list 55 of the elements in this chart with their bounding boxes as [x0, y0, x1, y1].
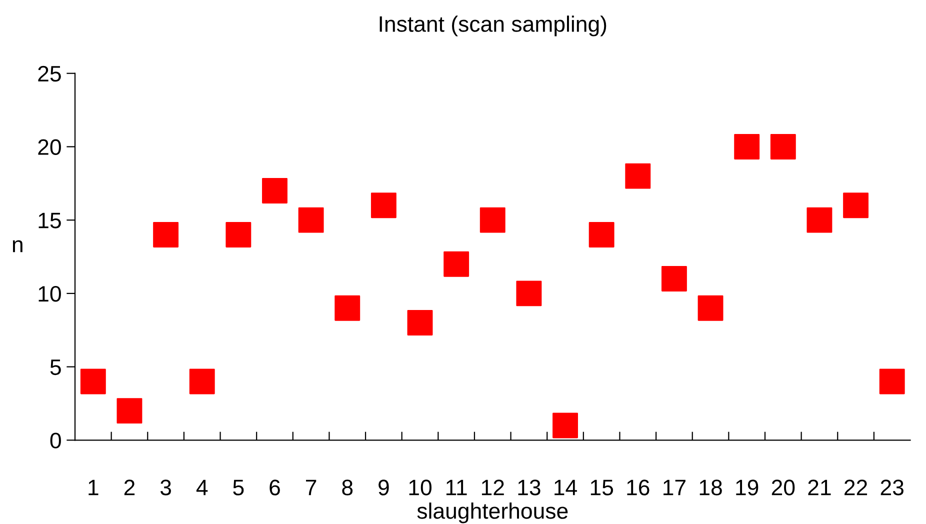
- x-tick-label: 10: [409, 480, 432, 496]
- point: [806, 207, 832, 233]
- x-tick-label: 4: [196, 480, 208, 496]
- point: [516, 280, 542, 306]
- x-tick-label: 22: [844, 480, 868, 496]
- point: [879, 368, 905, 394]
- x-tick-label: 13: [518, 480, 540, 496]
- x-tick-label: 16: [627, 480, 650, 496]
- x-tick-label: 1: [88, 480, 98, 496]
- point: [370, 192, 396, 218]
- x-tick-label: 7: [306, 480, 316, 496]
- x-tick-label: 15: [590, 480, 614, 496]
- y-tick-label: 25: [38, 66, 61, 82]
- x-tick-label: 20: [772, 480, 795, 496]
- point: [407, 310, 433, 336]
- x-tick-label: 9: [378, 480, 389, 496]
- point: [226, 222, 252, 248]
- x-tick-label: 21: [808, 480, 831, 496]
- y-tick-label: 20: [38, 139, 61, 155]
- x-tick-label: 5: [233, 480, 244, 496]
- x-tick-label: 2: [124, 480, 135, 496]
- point: [661, 266, 687, 292]
- y-tick-label: 10: [38, 286, 61, 302]
- x-tick-label: 12: [482, 480, 504, 496]
- x-tick-label: 8: [342, 480, 353, 496]
- y-tick-label: 5: [50, 360, 61, 376]
- point: [262, 178, 288, 204]
- y-tick-label: 0: [50, 432, 61, 448]
- point: [189, 368, 215, 394]
- point: [770, 134, 796, 160]
- x-tick-label: 17: [664, 480, 686, 496]
- point: [480, 207, 506, 233]
- x-tick-label: 6: [270, 480, 280, 496]
- point: [552, 412, 578, 438]
- point: [334, 295, 360, 321]
- point: [698, 295, 724, 321]
- point: [588, 222, 614, 248]
- point: [734, 134, 760, 160]
- chart-title: Instant (scan sampling): [380, 16, 606, 36]
- point: [80, 368, 106, 394]
- point: [444, 251, 470, 277]
- point: [116, 398, 142, 424]
- point: [153, 222, 179, 248]
- x-tick-label: 3: [160, 480, 171, 496]
- x-tick-label: 23: [880, 480, 904, 496]
- point: [298, 207, 324, 233]
- point: [843, 192, 869, 218]
- x-tick-label: 14: [554, 480, 577, 496]
- y-tick-label: 15: [38, 212, 61, 228]
- x-tick-label: 19: [736, 480, 758, 496]
- x-axis-title: slaughterhouse: [417, 502, 568, 524]
- x-tick-label: 18: [700, 480, 722, 496]
- y-axis-title: n: [12, 240, 22, 252]
- x-tick-label: 11: [446, 480, 467, 496]
- point: [625, 163, 651, 189]
